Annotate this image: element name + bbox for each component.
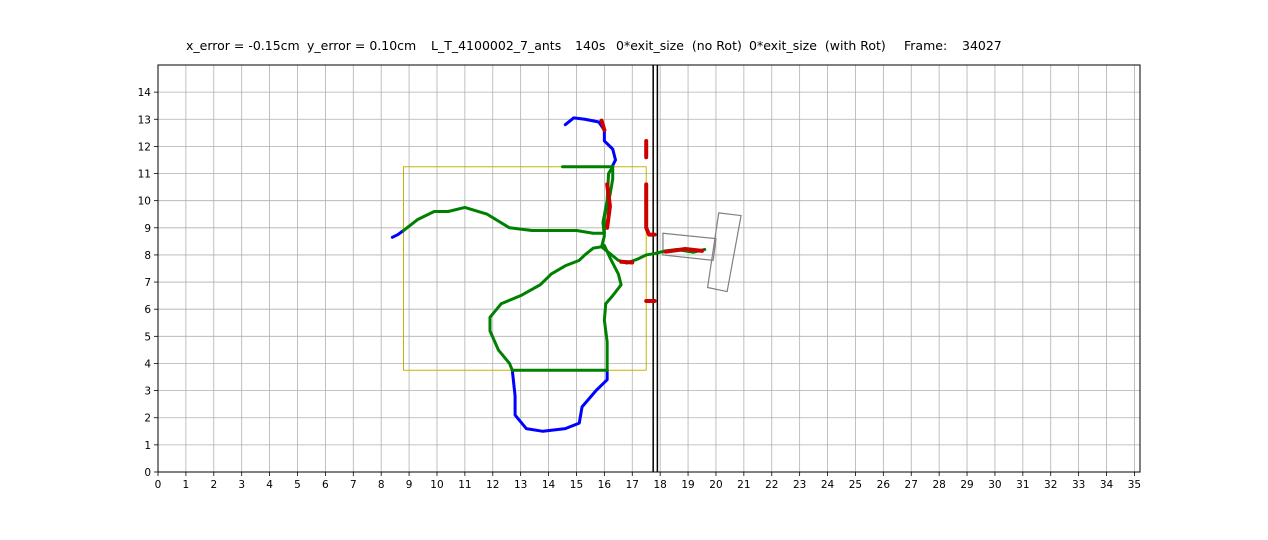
red-track-segment xyxy=(619,259,635,265)
y-tick-label: 11 xyxy=(138,169,151,181)
y-tick-label: 5 xyxy=(144,331,151,343)
experiment-label: L_T_4100002_7_ants xyxy=(431,38,562,53)
x-tick-label: 14 xyxy=(542,479,556,491)
x-tick-label: 12 xyxy=(486,479,499,491)
blue-track-segment xyxy=(510,368,609,433)
y-tick-label: 10 xyxy=(138,196,151,208)
x-tick-label: 29 xyxy=(960,479,973,491)
y-tick-label: 8 xyxy=(144,250,151,262)
load-outline-box-a xyxy=(662,232,717,262)
x-axis: 0 1 2 3 4 5 6 7 8 9 10 11 12 13 14 15 16 17 18 19 20 21 22 23 24… xyxy=(155,472,1141,491)
x-error-label: x_error = -0.15cm xyxy=(186,38,300,53)
axes-frame xyxy=(157,64,1141,473)
x-tick-label: 13 xyxy=(514,479,527,491)
y-tick-label: 9 xyxy=(144,223,151,235)
x-tick-label: 15 xyxy=(570,479,583,491)
x-tick-label: 33 xyxy=(1072,479,1085,491)
x-tick-label: 22 xyxy=(765,479,778,491)
x-tick-label: 6 xyxy=(322,479,329,491)
x-tick-label: 1 xyxy=(183,479,190,491)
green-track-segment xyxy=(488,245,604,372)
exit-size-no-rot-label: 0*exit_size (no Rot) xyxy=(616,38,742,53)
x-tick-label: 19 xyxy=(681,479,694,491)
x-tick-label: 16 xyxy=(598,479,612,491)
frame-value: 34027 xyxy=(962,38,1002,53)
x-tick-label: 23 xyxy=(793,479,806,491)
x-tick-label: 30 xyxy=(988,479,1001,491)
x-tick-label: 3 xyxy=(238,479,245,491)
x-tick-label: 35 xyxy=(1128,479,1141,491)
x-tick-label: 27 xyxy=(905,479,918,491)
green-track-segment xyxy=(600,165,615,249)
x-tick-label: 0 xyxy=(155,479,162,491)
x-tick-label: 18 xyxy=(653,479,666,491)
x-tick-label: 2 xyxy=(210,479,217,491)
frame-label: Frame: xyxy=(904,38,948,53)
series-layer xyxy=(390,116,707,433)
x-tick-label: 32 xyxy=(1044,479,1057,491)
x-tick-label: 7 xyxy=(350,479,357,491)
green-track-segment xyxy=(602,243,623,372)
y-tick-label: 6 xyxy=(144,304,151,316)
y-tick-label: 1 xyxy=(144,440,151,452)
x-tick-label: 25 xyxy=(849,479,862,491)
blue-track-segment xyxy=(563,116,618,167)
x-tick-label: 9 xyxy=(406,479,413,491)
x-tick-label: 20 xyxy=(709,479,722,491)
blue-track-segment xyxy=(390,229,405,239)
load-outline-box-b xyxy=(706,212,742,293)
time-label: 140s xyxy=(575,38,606,53)
y-tick-label: 13 xyxy=(138,114,151,126)
x-tick-label: 34 xyxy=(1100,479,1114,491)
x-tick-label: 5 xyxy=(294,479,301,491)
y-tick-label: 12 xyxy=(138,141,151,153)
y-error-label: y_error = 0.10cm xyxy=(307,38,417,53)
y-tick-label: 4 xyxy=(144,358,151,370)
x-tick-label: 10 xyxy=(430,479,443,491)
red-track-segment xyxy=(663,246,705,254)
green-track-segment xyxy=(402,205,606,235)
x-tick-label: 17 xyxy=(626,479,639,491)
x-tick-label: 8 xyxy=(378,479,385,491)
x-tick-label: 31 xyxy=(1016,479,1029,491)
wall-layer xyxy=(652,65,659,472)
y-tick-label: 14 xyxy=(138,87,152,99)
red-track-segment xyxy=(599,118,607,133)
y-tick-label: 3 xyxy=(144,386,151,398)
x-tick-label: 28 xyxy=(932,479,945,491)
x-tick-label: 4 xyxy=(266,479,273,491)
y-tick-label: 7 xyxy=(144,277,151,289)
y-tick-label: 0 xyxy=(144,467,151,479)
x-tick-label: 11 xyxy=(458,479,471,491)
x-tick-label: 24 xyxy=(821,479,835,491)
load-outline-layer xyxy=(662,212,742,293)
x-tick-label: 26 xyxy=(877,479,891,491)
y-tick-label: 2 xyxy=(144,413,151,425)
figure-title: x_error = -0.15cm y_error = 0.10cm L_T_4… xyxy=(0,38,1268,56)
red-track-segment xyxy=(605,182,612,230)
x-tick-label: 21 xyxy=(737,479,750,491)
grid xyxy=(157,65,1140,473)
exit-size-with-rot-label: 0*exit_size (with Rot) xyxy=(749,38,886,53)
red-track-segment xyxy=(644,182,657,237)
